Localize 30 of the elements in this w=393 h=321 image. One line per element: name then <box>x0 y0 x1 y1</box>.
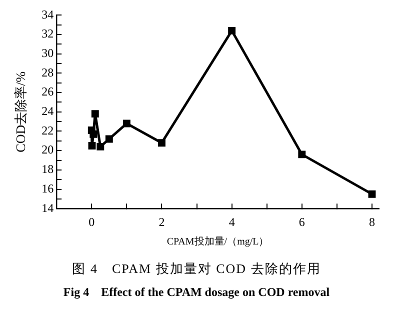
y-tick-label: 18 <box>42 162 54 176</box>
y-tick-label: 32 <box>42 26 54 41</box>
x-tick-label: 8 <box>368 214 375 229</box>
point <box>91 110 99 118</box>
y-tick-label: 20 <box>42 142 54 157</box>
text: Fig 4 Effect of the CPAM dosage on COD removal <box>62 284 331 301</box>
point <box>122 120 130 128</box>
y-tick-label: 22 <box>42 123 54 138</box>
point <box>90 130 98 138</box>
x-tick-label: 4 <box>228 214 235 229</box>
point <box>96 142 104 150</box>
point <box>298 150 306 158</box>
y-axis-title: COD去除率/% <box>13 71 28 152</box>
y-tick-label: 24 <box>42 104 54 118</box>
point <box>158 139 166 147</box>
x-tick-label: 2 <box>158 214 165 229</box>
y-tick-label: 34 <box>42 7 54 22</box>
y-tick-label: 14 <box>42 200 54 215</box>
text: 图 4 CPAM 投加量对 COD 去除的作用 <box>71 260 322 278</box>
y-tick-label: 26 <box>42 84 54 99</box>
y-tick-label: 30 <box>42 46 54 60</box>
x-tick-label: 6 <box>298 214 305 229</box>
point <box>105 135 113 143</box>
point <box>368 190 376 198</box>
point <box>228 26 236 34</box>
y-tick-label: 28 <box>42 65 54 80</box>
point <box>88 142 96 150</box>
y-tick-label: 16 <box>42 181 54 196</box>
x-tick-label: 0 <box>88 214 95 229</box>
x-axis-title: CPAM投加量/（mg/L） <box>166 236 269 248</box>
